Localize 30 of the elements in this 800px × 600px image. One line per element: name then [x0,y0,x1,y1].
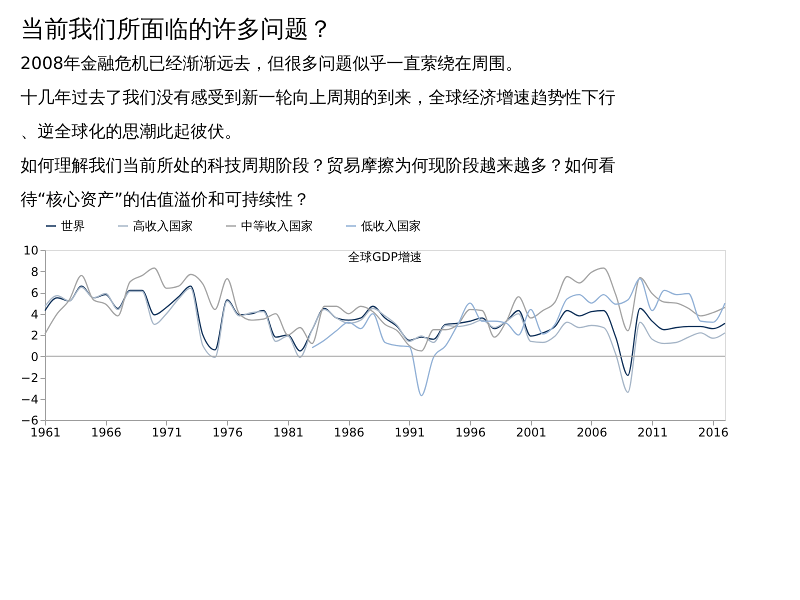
x-tick-label: 1961 [30,426,61,440]
legend-label: 中等收入国家 [241,219,313,233]
x-tick-label: 2001 [516,426,546,440]
chart-title: 当前我们所面临的许多问题？ [20,15,332,43]
x-tick-label: 1966 [90,426,122,440]
x-tick-label: 1971 [152,426,182,440]
y-tick-label: −6 [20,414,38,428]
y-tick-label: 10 [23,244,38,258]
y-tick-label: 6 [30,286,38,300]
x-tick-label: 1996 [455,426,486,440]
legend-label: 世界 [61,219,85,233]
text: 2008年金融危机已经渐渐远去，但很多问题似乎一直萦绕在周围。 [20,54,523,74]
x-tick-label: 2016 [698,426,729,440]
x-tick-label: 1981 [273,426,304,440]
y-tick-label: 0 [30,350,38,364]
x-tick-label: 1986 [334,426,364,440]
y-tick-label: 4 [30,307,38,322]
chart-subtitle: 全球GDP增速 [348,250,422,264]
text: 如何理解我们当前所处的科技周期阶段？贸易摩擦为何现阶段越来越多？如何看待“核心资产”的估值溢价和可持续性？ [20,156,616,210]
x-tick-label: 2011 [637,426,668,440]
x-tick-label: 1976 [212,426,243,440]
x-tick-label: 2006 [576,426,608,440]
y-tick-label: −2 [20,371,38,385]
text: 十几年过去了我们没有感受到新一轮向上周期的到来，全球经济增速趋势性下行、逆全球化的思潮此起彼伏。 [20,88,616,142]
y-tick-label: 2 [30,328,38,342]
y-tick-label: −4 [20,392,38,406]
y-tick-label: 8 [30,264,38,279]
legend-label: 低收入国家 [361,219,421,233]
legend-label: 高收入国家 [133,219,193,233]
x-tick-label: 1991 [394,426,426,440]
